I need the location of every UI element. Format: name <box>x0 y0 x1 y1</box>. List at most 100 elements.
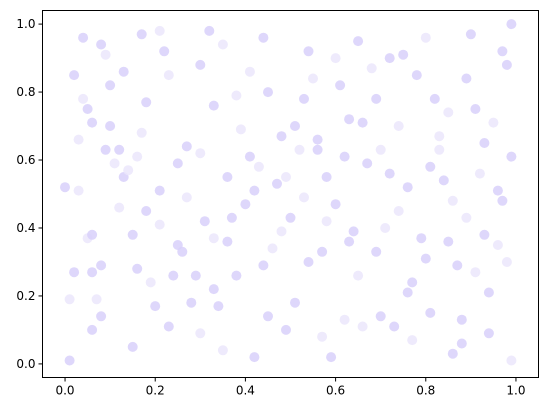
scatter-point <box>497 46 508 57</box>
scatter-point <box>281 324 291 335</box>
scatter-point <box>497 195 508 206</box>
y-tick-label: 0.0 <box>16 357 35 371</box>
scatter-point <box>411 70 422 81</box>
scatter-point <box>506 355 517 366</box>
scatter-point <box>60 182 70 193</box>
scatter-point <box>506 151 517 162</box>
scatter-point <box>87 229 98 240</box>
scatter-point <box>69 267 80 278</box>
scatter-point <box>281 172 291 182</box>
scatter-point <box>416 233 427 244</box>
scatter-point <box>204 25 215 36</box>
scatter-point <box>136 127 147 138</box>
scatter-point <box>402 182 413 193</box>
x-tick-label: 0.6 <box>326 384 345 398</box>
scatter-point <box>317 246 328 257</box>
y-tick-label: 0.2 <box>16 289 35 303</box>
scatter-point <box>429 93 440 104</box>
scatter-point <box>105 121 116 131</box>
scatter-point <box>384 168 395 179</box>
scatter-point <box>100 144 111 155</box>
scatter-point <box>231 90 242 101</box>
scatter-point <box>299 93 309 104</box>
scatter-point <box>452 260 463 271</box>
scatter-point <box>443 107 454 118</box>
scatter-point <box>141 206 152 216</box>
scatter-point <box>303 257 314 267</box>
scatter-point <box>150 301 161 312</box>
scatter-point <box>240 199 251 210</box>
scatter-point <box>208 100 219 111</box>
scatter-point <box>154 25 165 36</box>
scatter-point <box>163 70 174 81</box>
scatter-point <box>249 185 260 196</box>
scatter-point <box>380 223 391 233</box>
scatter-point <box>294 144 305 155</box>
scatter-point <box>335 80 346 91</box>
scatter-point <box>303 46 314 57</box>
x-tick-label: 0.0 <box>55 384 74 398</box>
scatter-point <box>263 87 273 98</box>
scatter-point <box>357 321 368 332</box>
scatter-point <box>96 39 107 50</box>
scatter-point <box>105 80 116 91</box>
scatter-point <box>69 70 80 81</box>
scatter-point <box>136 29 147 40</box>
scatter-point <box>479 229 490 240</box>
scatter-point <box>308 73 318 84</box>
scatter-point <box>488 117 499 128</box>
scatter-point <box>82 104 93 114</box>
scatter-point <box>267 243 278 254</box>
scatter-point <box>231 270 242 281</box>
scatter-point <box>420 32 431 43</box>
scatter-point <box>208 284 219 295</box>
scatter-point <box>154 219 165 230</box>
scatter-point <box>402 287 413 298</box>
scatter-point <box>195 328 206 339</box>
scatter-point <box>290 297 300 308</box>
scatter-point <box>384 53 395 64</box>
scatter-point <box>87 324 98 335</box>
scatter-point <box>420 253 431 264</box>
scatter-point <box>506 19 517 30</box>
scatter-point <box>195 148 206 159</box>
scatter-point <box>258 260 269 271</box>
scatter-point <box>132 263 143 274</box>
scatter-point <box>375 144 386 155</box>
scatter-point <box>312 134 323 145</box>
scatter-point <box>199 216 210 227</box>
scatter-point <box>407 277 418 288</box>
scatter-point <box>461 212 472 223</box>
scatter-point <box>190 270 201 281</box>
scatter-point <box>244 66 255 77</box>
scatter-point <box>479 138 490 148</box>
scatter-point <box>91 294 102 305</box>
y-axis: 0.0 0.2 0.4 0.6 0.8 1.0 <box>16 17 43 371</box>
scatter-point <box>339 151 350 162</box>
scatter-point <box>344 114 355 125</box>
scatter-point <box>371 93 382 104</box>
scatter-point <box>132 151 143 162</box>
scatter-point <box>172 158 183 169</box>
scatter-point <box>87 267 98 278</box>
scatter-point <box>123 165 134 176</box>
scatter-point <box>163 321 174 332</box>
scatter-point <box>78 93 89 104</box>
scatter-point <box>344 236 355 247</box>
scatter-point <box>447 195 458 206</box>
x-tick-label: 1.0 <box>506 384 525 398</box>
scatter-point <box>362 158 373 169</box>
scatter-point <box>474 168 485 179</box>
scatter-point <box>64 294 75 305</box>
scatter-point <box>398 49 409 60</box>
scatter-point <box>276 226 287 237</box>
scatter-point <box>317 331 328 342</box>
scatter-point <box>186 297 197 308</box>
scatter-point <box>217 39 228 50</box>
scatter-point <box>447 348 458 359</box>
scatter-point <box>290 121 300 131</box>
scatter-point <box>321 216 332 227</box>
scatter-point <box>87 117 98 128</box>
scatter-point <box>177 246 188 257</box>
